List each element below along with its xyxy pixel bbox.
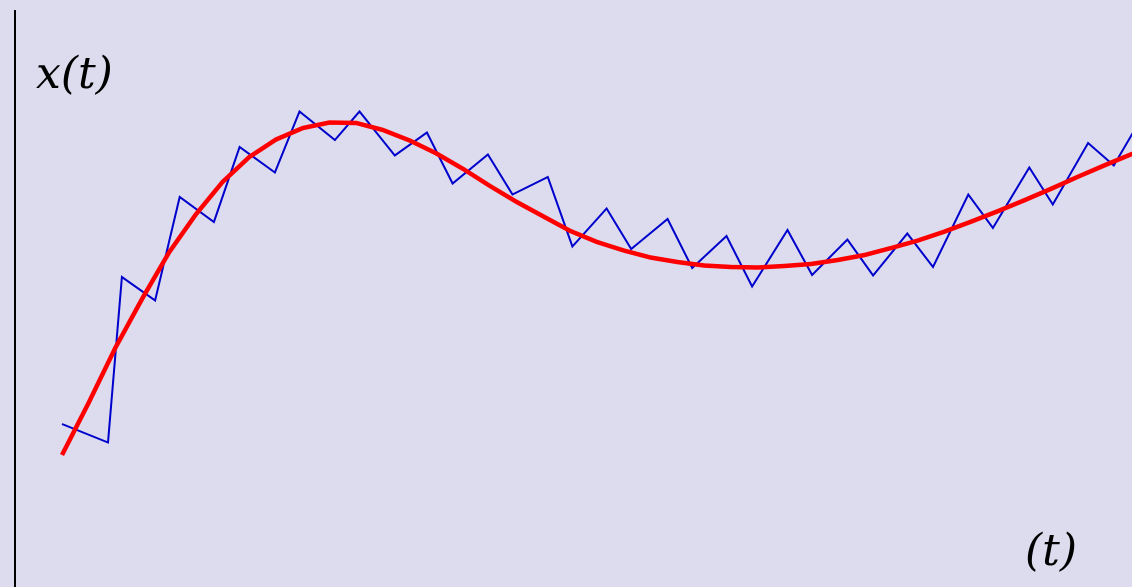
zigzag-series-line bbox=[61, 109, 1132, 444]
y-axis-label: x(t) bbox=[36, 48, 113, 99]
smooth-curve-line bbox=[59, 120, 1132, 457]
series-layer bbox=[59, 109, 1132, 457]
x-axis-label: (t) bbox=[1025, 525, 1077, 576]
